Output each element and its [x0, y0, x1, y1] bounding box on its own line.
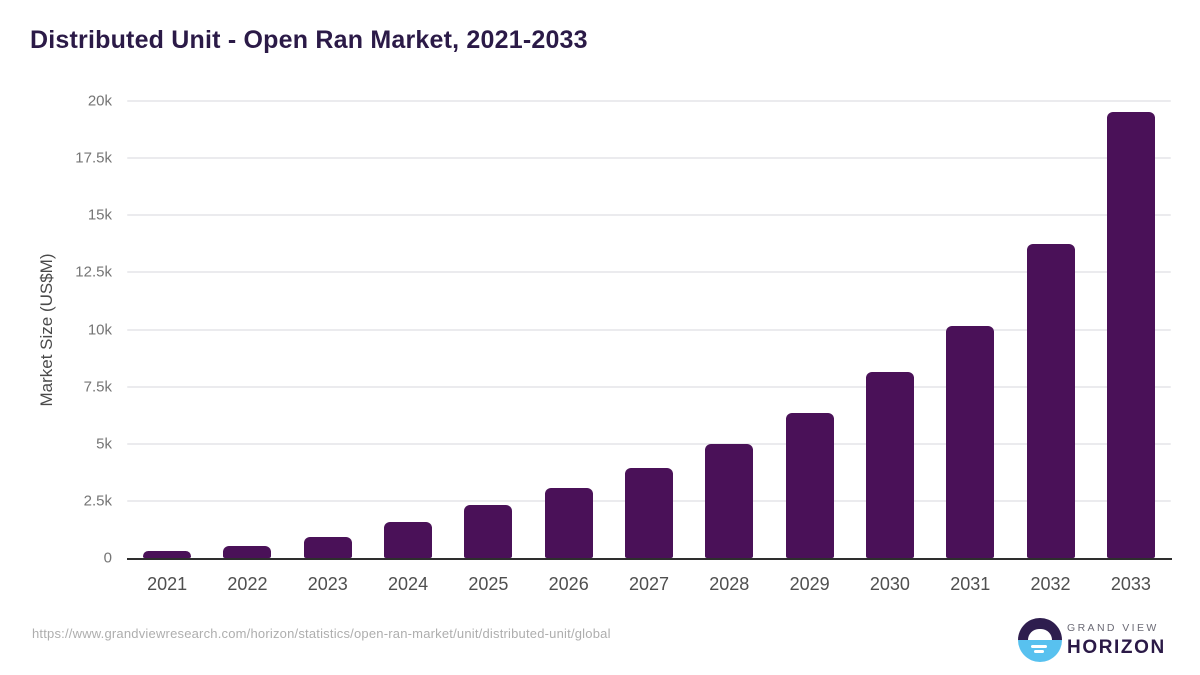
brand-name-top: GRAND VIEW	[1067, 621, 1159, 634]
y-tick-label: 12.5k	[75, 263, 112, 281]
x-tick-label-2022: 2022	[227, 574, 268, 594]
brand-name-bottom: HORIZON	[1067, 636, 1166, 658]
gridline-10k	[127, 328, 1171, 331]
gridline-5k	[127, 442, 1171, 445]
icon-reflection-line-2	[1034, 650, 1044, 653]
y-tick-label: 2.5k	[83, 492, 112, 510]
grand-view-horizon-logo: GRAND VIEW HORIZON	[1018, 618, 1166, 662]
y-tick-label: 15k	[87, 206, 112, 224]
bar-2030	[865, 372, 914, 558]
bar-2027	[625, 467, 673, 558]
y-tick-label: 10k	[87, 321, 112, 338]
bar-2031	[946, 326, 995, 558]
logo-text: GRAND VIEW HORIZON	[1067, 622, 1166, 659]
bar-2028	[705, 443, 754, 558]
chart-title: Distributed Unit - Open Ran Market, 2021…	[30, 26, 588, 54]
bar-2029	[785, 412, 834, 558]
y-tick-label: 0	[103, 549, 112, 567]
x-tick-label-2021: 2021	[147, 574, 188, 594]
x-tick-label-2025: 2025	[468, 574, 509, 594]
x-tick-label-2029: 2029	[789, 574, 830, 594]
x-tick-label-2033: 2033	[1110, 574, 1151, 594]
x-tick-label-2030: 2030	[869, 574, 910, 594]
y-tick-label: 17.5k	[75, 149, 112, 167]
y-tick-label: 7.5k	[83, 378, 112, 396]
bar-2021	[143, 551, 192, 558]
x-tick-label-2024: 2024	[388, 574, 429, 594]
bar-2022	[223, 546, 272, 558]
icon-sun-dome	[1028, 629, 1052, 640]
gridline-7.5k	[127, 385, 1171, 388]
horizon-sunrise-icon	[1018, 618, 1062, 662]
bar-2023	[303, 537, 352, 558]
x-tick-label-2023: 2023	[307, 574, 348, 594]
x-tick-label-2026: 2026	[548, 574, 589, 594]
x-tick-label-2031: 2031	[950, 574, 991, 594]
source-url: https://www.grandviewresearch.com/horizo…	[32, 626, 611, 641]
gridline-20k	[127, 100, 1171, 102]
y-tick-label: 5k	[96, 435, 112, 453]
gridline-12.5k	[127, 271, 1171, 274]
y-tick-label: 20k	[87, 92, 112, 110]
bar-2025	[464, 505, 513, 558]
x-tick-label-2032: 2032	[1030, 574, 1071, 594]
bar-2032	[1026, 244, 1075, 558]
bar-2024	[384, 522, 433, 558]
icon-reflection-line-1	[1031, 645, 1047, 648]
bar-2026	[544, 487, 593, 558]
gridline-15k	[127, 214, 1171, 217]
x-tick-label-2027: 2027	[628, 574, 670, 594]
gridline-17.5k	[127, 157, 1171, 160]
bar-2033	[1106, 111, 1155, 558]
x-tick-label-2028: 2028	[709, 574, 750, 594]
x-axis-line	[127, 558, 1172, 560]
